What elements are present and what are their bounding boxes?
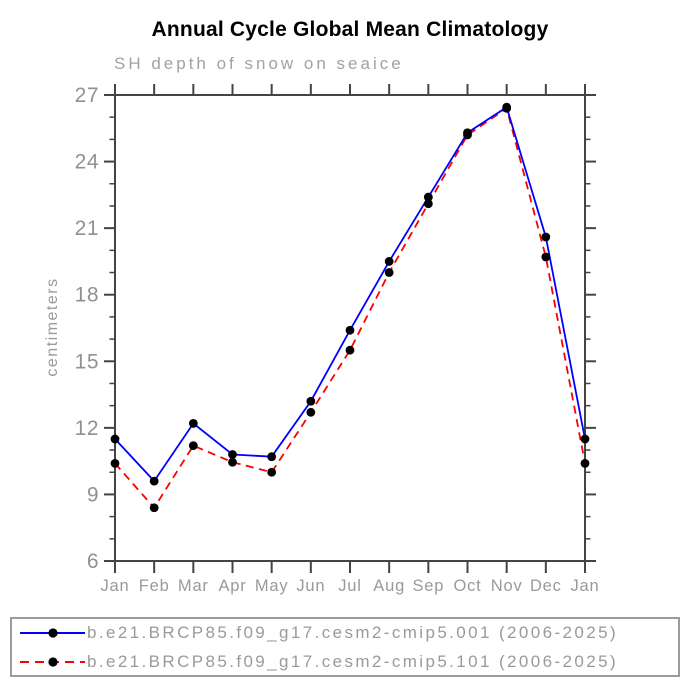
legend-label-series2: b.e21.BRCP85.f09_g17.cesm2-cmip5.101 (20… [87, 651, 619, 671]
svg-text:May: May [255, 577, 289, 595]
legend-entry-series1: b.e21.BRCP85.f09_g17.cesm2-cmip5.001 (20… [17, 619, 678, 647]
svg-text:9: 9 [87, 483, 99, 506]
svg-text:Apr: Apr [218, 577, 246, 595]
svg-text:Feb: Feb [139, 577, 170, 595]
svg-text:24: 24 [75, 151, 99, 174]
svg-text:Mar: Mar [178, 577, 209, 595]
svg-text:15: 15 [75, 350, 99, 373]
svg-text:21: 21 [75, 217, 99, 240]
legend-marker-dot-icon [48, 656, 58, 667]
svg-text:18: 18 [75, 284, 99, 307]
chart-title: Annual Cycle Global Mean Climatology [151, 18, 549, 41]
svg-text:12: 12 [75, 417, 99, 440]
svg-text:Nov: Nov [491, 577, 523, 595]
legend-line-sample-solid-blue [20, 627, 85, 638]
svg-text:Dec: Dec [530, 577, 562, 595]
svg-text:Aug: Aug [373, 577, 405, 595]
svg-text:Oct: Oct [453, 577, 481, 595]
legend: b.e21.BRCP85.f09_g17.cesm2-cmip5.001 (20… [10, 617, 680, 677]
svg-text:27: 27 [75, 84, 99, 107]
legend-marker-dot-icon [48, 627, 58, 638]
svg-text:Sep: Sep [412, 577, 444, 595]
legend-label-series1: b.e21.BRCP85.f09_g17.cesm2-cmip5.001 (20… [87, 622, 619, 642]
svg-text:6: 6 [87, 550, 99, 573]
chart-subtitle: SH depth of snow on seaice [114, 54, 404, 73]
legend-entry-series2: b.e21.BRCP85.f09_g17.cesm2-cmip5.101 (20… [17, 648, 678, 676]
legend-line-sample-dashed-red [20, 656, 85, 667]
svg-text:Jul: Jul [338, 577, 362, 595]
svg-text:Jan: Jan [100, 577, 129, 595]
svg-text:Jun: Jun [296, 577, 325, 595]
svg-text:Jan: Jan [570, 577, 599, 595]
